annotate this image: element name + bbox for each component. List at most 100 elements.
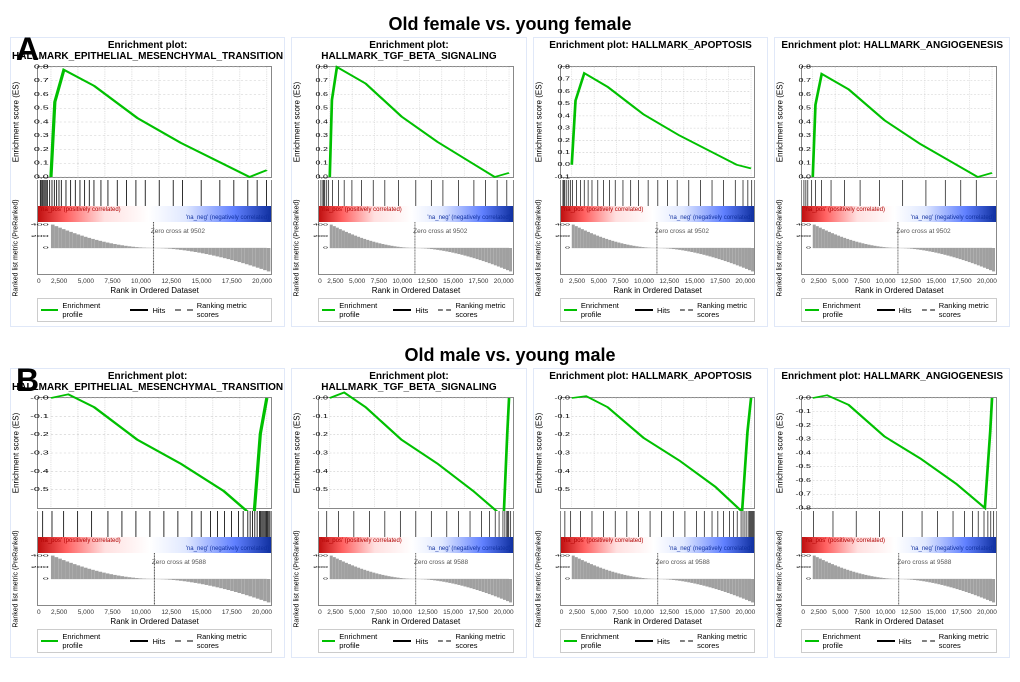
es-axis-label: Enrichment score (ES) (776, 413, 785, 493)
gsea-panel: Enrichment plot: HALLMARK_TGF_BETA_SIGNA… (291, 368, 527, 658)
neg-corr-label: 'na_neg' (negatively correlated) (427, 215, 510, 221)
svg-text:-0.3: -0.3 (554, 449, 569, 456)
x-axis-label: Rank in Ordered Dataset (560, 286, 756, 295)
correlation-gradient: 'na_pos' (positively correlated) 'na_neg'… (560, 537, 756, 553)
svg-text:-0.0: -0.0 (554, 394, 569, 401)
svg-text:0.1: 0.1 (34, 160, 49, 166)
neg-corr-label: 'na_neg' (negatively correlated) (427, 546, 510, 552)
panel-title: Enrichment plot: HALLMARK_EPITHELIAL_MES… (11, 38, 284, 64)
legend-item: Ranking metric scores (438, 632, 509, 650)
svg-text:0.1: 0.1 (557, 149, 569, 156)
x-ticks: 02,5005,0007,50010,00012,50015,00017,500… (318, 277, 514, 285)
ranked-metric-plot: Ranked list metric (PreRanked)0200400Zer… (560, 553, 756, 606)
pos-corr-label: 'na_pos' (positively correlated) (40, 207, 121, 213)
legend-item: Ranking metric scores (680, 301, 751, 319)
svg-text:200: 200 (31, 235, 50, 238)
svg-text:400: 400 (31, 223, 50, 226)
svg-text:0.3: 0.3 (799, 132, 811, 139)
neg-corr-label: 'na_neg' (negatively correlated) (186, 215, 269, 221)
svg-text:0.0: 0.0 (799, 173, 811, 180)
gsea-panel: Enrichment plot: HALLMARK_ANGIOGENESISEn… (774, 368, 1010, 658)
x-ticks: 02,5005,0007,50010,00012,50015,00017,500… (560, 277, 756, 285)
svg-text:0.1: 0.1 (316, 160, 328, 167)
zero-cross-label: Zero cross at 9502 (151, 228, 205, 235)
hit-ticks (318, 511, 514, 537)
svg-text:-0.3: -0.3 (313, 449, 328, 456)
legend-item: Hits (635, 306, 670, 315)
pos-corr-label: 'na_pos' (positively correlated) (804, 538, 885, 544)
svg-text:0.5: 0.5 (799, 105, 811, 112)
zero-cross-label: Zero cross at 9588 (656, 559, 710, 566)
x-ticks: 02,5005,0007,50010,00012,50015,00017,500… (37, 608, 272, 616)
svg-text:-0.0: -0.0 (30, 394, 49, 400)
panel-title: Enrichment plot: HALLMARK_APOPTOSIS (534, 38, 768, 64)
hit-ticks (37, 511, 272, 537)
legend-item: Ranking metric scores (922, 632, 993, 650)
x-ticks: 02,5005,0007,50010,00012,50015,00017,500… (801, 277, 997, 285)
neg-corr-label: 'na_neg' (negatively correlated) (669, 546, 752, 552)
svg-text:200: 200 (555, 235, 570, 238)
hit-ticks (318, 180, 514, 206)
svg-text:-0.4: -0.4 (313, 468, 328, 475)
rank-axis-label: Ranked list metric (PreRanked) (294, 199, 301, 296)
rank-axis-label: Ranked list metric (PreRanked) (535, 199, 542, 296)
legend-item: Enrichment profile (564, 301, 625, 319)
x-axis-label: Rank in Ordered Dataset (801, 286, 997, 295)
svg-text:-0.4: -0.4 (796, 449, 811, 456)
svg-text:200: 200 (796, 235, 811, 238)
legend-item: Hits (877, 306, 912, 315)
svg-text:200: 200 (313, 235, 328, 238)
correlation-gradient: 'na_pos' (positively correlated)'na_neg'… (801, 537, 997, 553)
ranked-metric-plot: Ranked list metric (PreRanked)0200400Zer… (318, 222, 514, 275)
svg-text:200: 200 (796, 566, 811, 569)
svg-text:400: 400 (31, 554, 50, 557)
neg-corr-label: 'na_neg' (negatively correlated) (911, 215, 994, 221)
x-axis-label: Rank in Ordered Dataset (37, 617, 272, 626)
svg-text:0.6: 0.6 (34, 91, 49, 97)
gsea-panel: Enrichment plot: HALLMARK_EPITHELIAL_MES… (10, 368, 285, 658)
svg-text:0.7: 0.7 (316, 77, 328, 84)
x-axis-label: Rank in Ordered Dataset (37, 286, 272, 295)
svg-text:-0.4: -0.4 (554, 468, 569, 475)
enrichment-score-plot: Enrichment score (ES)-0.8-0.7-0.6-0.5-0.… (801, 397, 997, 509)
es-axis-label: Enrichment score (ES) (12, 82, 21, 162)
svg-text:0.6: 0.6 (799, 91, 811, 98)
svg-text:-0.2: -0.2 (554, 431, 569, 438)
svg-text:0: 0 (565, 247, 570, 250)
row-title-0: Old female vs. young female (10, 10, 1010, 37)
legend-item: Enrichment profile (322, 632, 383, 650)
es-axis-label: Enrichment score (ES) (293, 413, 302, 493)
svg-text:-0.1: -0.1 (554, 173, 569, 180)
svg-text:0.6: 0.6 (316, 91, 328, 98)
legend-item: Hits (877, 637, 912, 646)
svg-text:0.7: 0.7 (557, 76, 569, 83)
svg-text:-0.3: -0.3 (796, 436, 811, 443)
correlation-gradient: 'na_pos' (positively correlated)'na_neg'… (37, 537, 272, 553)
svg-text:-0.6: -0.6 (796, 477, 811, 484)
gsea-panel: Enrichment plot: HALLMARK_EPITHELIAL_MES… (10, 37, 285, 327)
zero-cross-label: Zero cross at 9502 (413, 228, 467, 235)
svg-text:0.0: 0.0 (557, 161, 569, 168)
svg-text:-0.5: -0.5 (554, 486, 569, 493)
panel-legend: Enrichment profileHitsRanking metric sco… (801, 298, 997, 322)
zero-cross-label: Zero cross at 9588 (152, 559, 206, 566)
legend-item: Ranking metric scores (680, 632, 751, 650)
rank-axis-label: Ranked list metric (PreRanked) (13, 530, 20, 627)
svg-text:0.7: 0.7 (34, 77, 49, 83)
x-axis-label: Rank in Ordered Dataset (801, 617, 997, 626)
neg-corr-label: 'na_neg' (negatively correlated) (669, 215, 752, 221)
panel-legend: Enrichment profileHitsRanking metric sco… (37, 629, 272, 653)
pos-corr-label: 'na_pos' (positively correlated) (563, 538, 644, 544)
rank-axis-label: Ranked list metric (PreRanked) (777, 530, 784, 627)
panel-legend: Enrichment profileHitsRanking metric sco… (318, 298, 514, 322)
svg-text:-0.8: -0.8 (796, 504, 811, 511)
x-ticks: 02,5005,0007,50010,00012,50015,00017,500… (801, 608, 997, 616)
svg-text:0: 0 (43, 246, 50, 249)
x-axis-label: Rank in Ordered Dataset (318, 617, 514, 626)
panel-legend: Enrichment profileHitsRanking metric sco… (318, 629, 514, 653)
rank-axis-label: Ranked list metric (PreRanked) (777, 199, 784, 296)
svg-text:-0.5: -0.5 (796, 463, 811, 470)
correlation-gradient: 'na_pos' (positively correlated)'na_neg'… (560, 206, 756, 222)
x-ticks: 02,5005,0007,50010,00012,50015,00017,500… (37, 277, 272, 285)
zero-cross-label: Zero cross at 9502 (655, 228, 709, 235)
